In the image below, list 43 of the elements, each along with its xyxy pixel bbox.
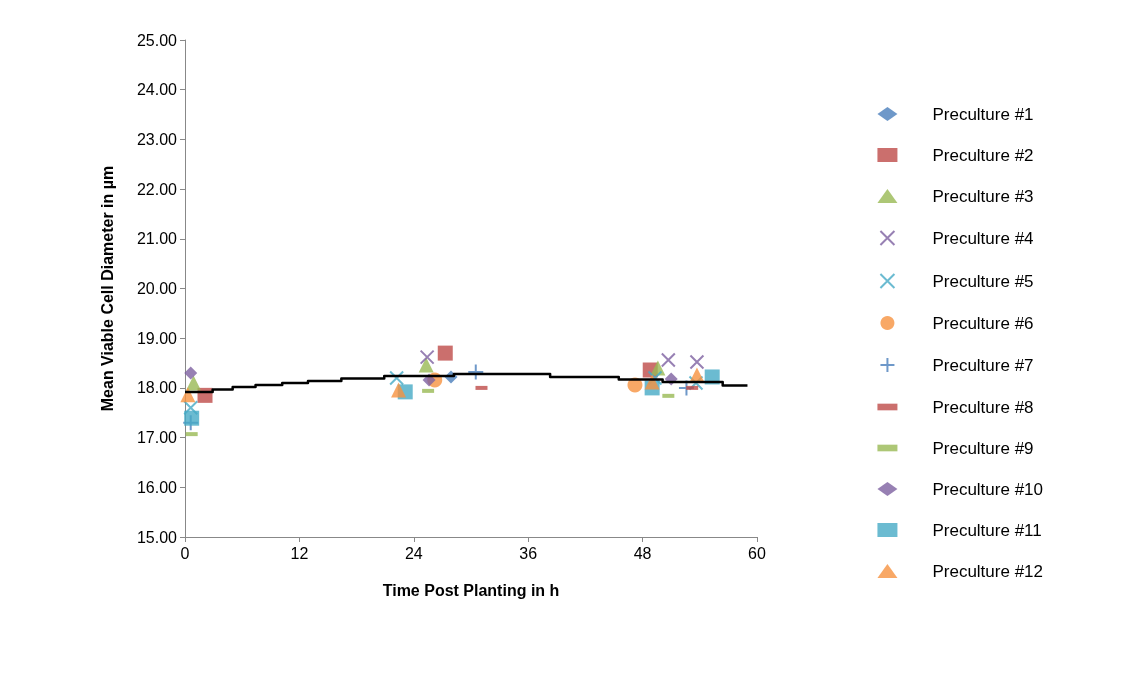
y-tick-label: 15.00: [136, 528, 178, 546]
x-tick-label: 36: [519, 544, 538, 562]
y-tick-label: 24.00: [136, 81, 178, 99]
y-tick-label: 22.00: [136, 180, 178, 198]
x-tick-label: 12: [290, 544, 309, 562]
legend-label: Preculture #5: [932, 271, 1034, 291]
x-tick-label: 60: [748, 544, 766, 562]
y-tick-label: 25.00: [136, 31, 178, 49]
y-axis-title: Mean Viable Cell Diameter in µm: [98, 165, 116, 412]
y-tick-label: 17.00: [136, 429, 178, 447]
point: [437, 345, 453, 361]
y-tick-label: 19.00: [136, 329, 178, 347]
legend-label: Preculture #8: [932, 397, 1034, 417]
point: [184, 410, 200, 426]
legend-label: Preculture #6: [932, 313, 1034, 333]
y-tick-label: 20.00: [136, 280, 178, 297]
y-tick-label: 21.00: [136, 230, 178, 248]
legend-label: Preculture #10: [932, 479, 1044, 499]
legend-label: Preculture #2: [932, 145, 1034, 165]
x-tick-label: 48: [633, 544, 652, 562]
y-tick-label: 23.00: [136, 130, 178, 148]
x-axis-title: Time Post Planting in h: [382, 581, 560, 599]
legend-label: Preculture #3: [932, 186, 1034, 206]
point: [467, 363, 485, 381]
legend-label: Preculture #1: [932, 104, 1034, 124]
point: [660, 352, 676, 368]
legend-label: Preculture #4: [932, 228, 1034, 248]
point: [647, 370, 663, 386]
x-tick-label: 24: [404, 544, 423, 562]
point: [418, 357, 434, 373]
point: [389, 370, 405, 386]
y-tick-label: 16.00: [136, 478, 178, 496]
point: [688, 375, 704, 391]
x-tick-label: 0: [180, 544, 190, 562]
point: [391, 382, 407, 398]
y-tick-label: 18.00: [136, 379, 178, 397]
point: [689, 354, 705, 370]
legend-label: Preculture #11: [932, 520, 1042, 540]
legend-label: Preculture #9: [932, 438, 1034, 458]
point: [184, 366, 198, 380]
legend-label: Preculture #12: [932, 561, 1044, 581]
point: [419, 349, 435, 365]
legend-label: Preculture #7: [932, 355, 1034, 375]
